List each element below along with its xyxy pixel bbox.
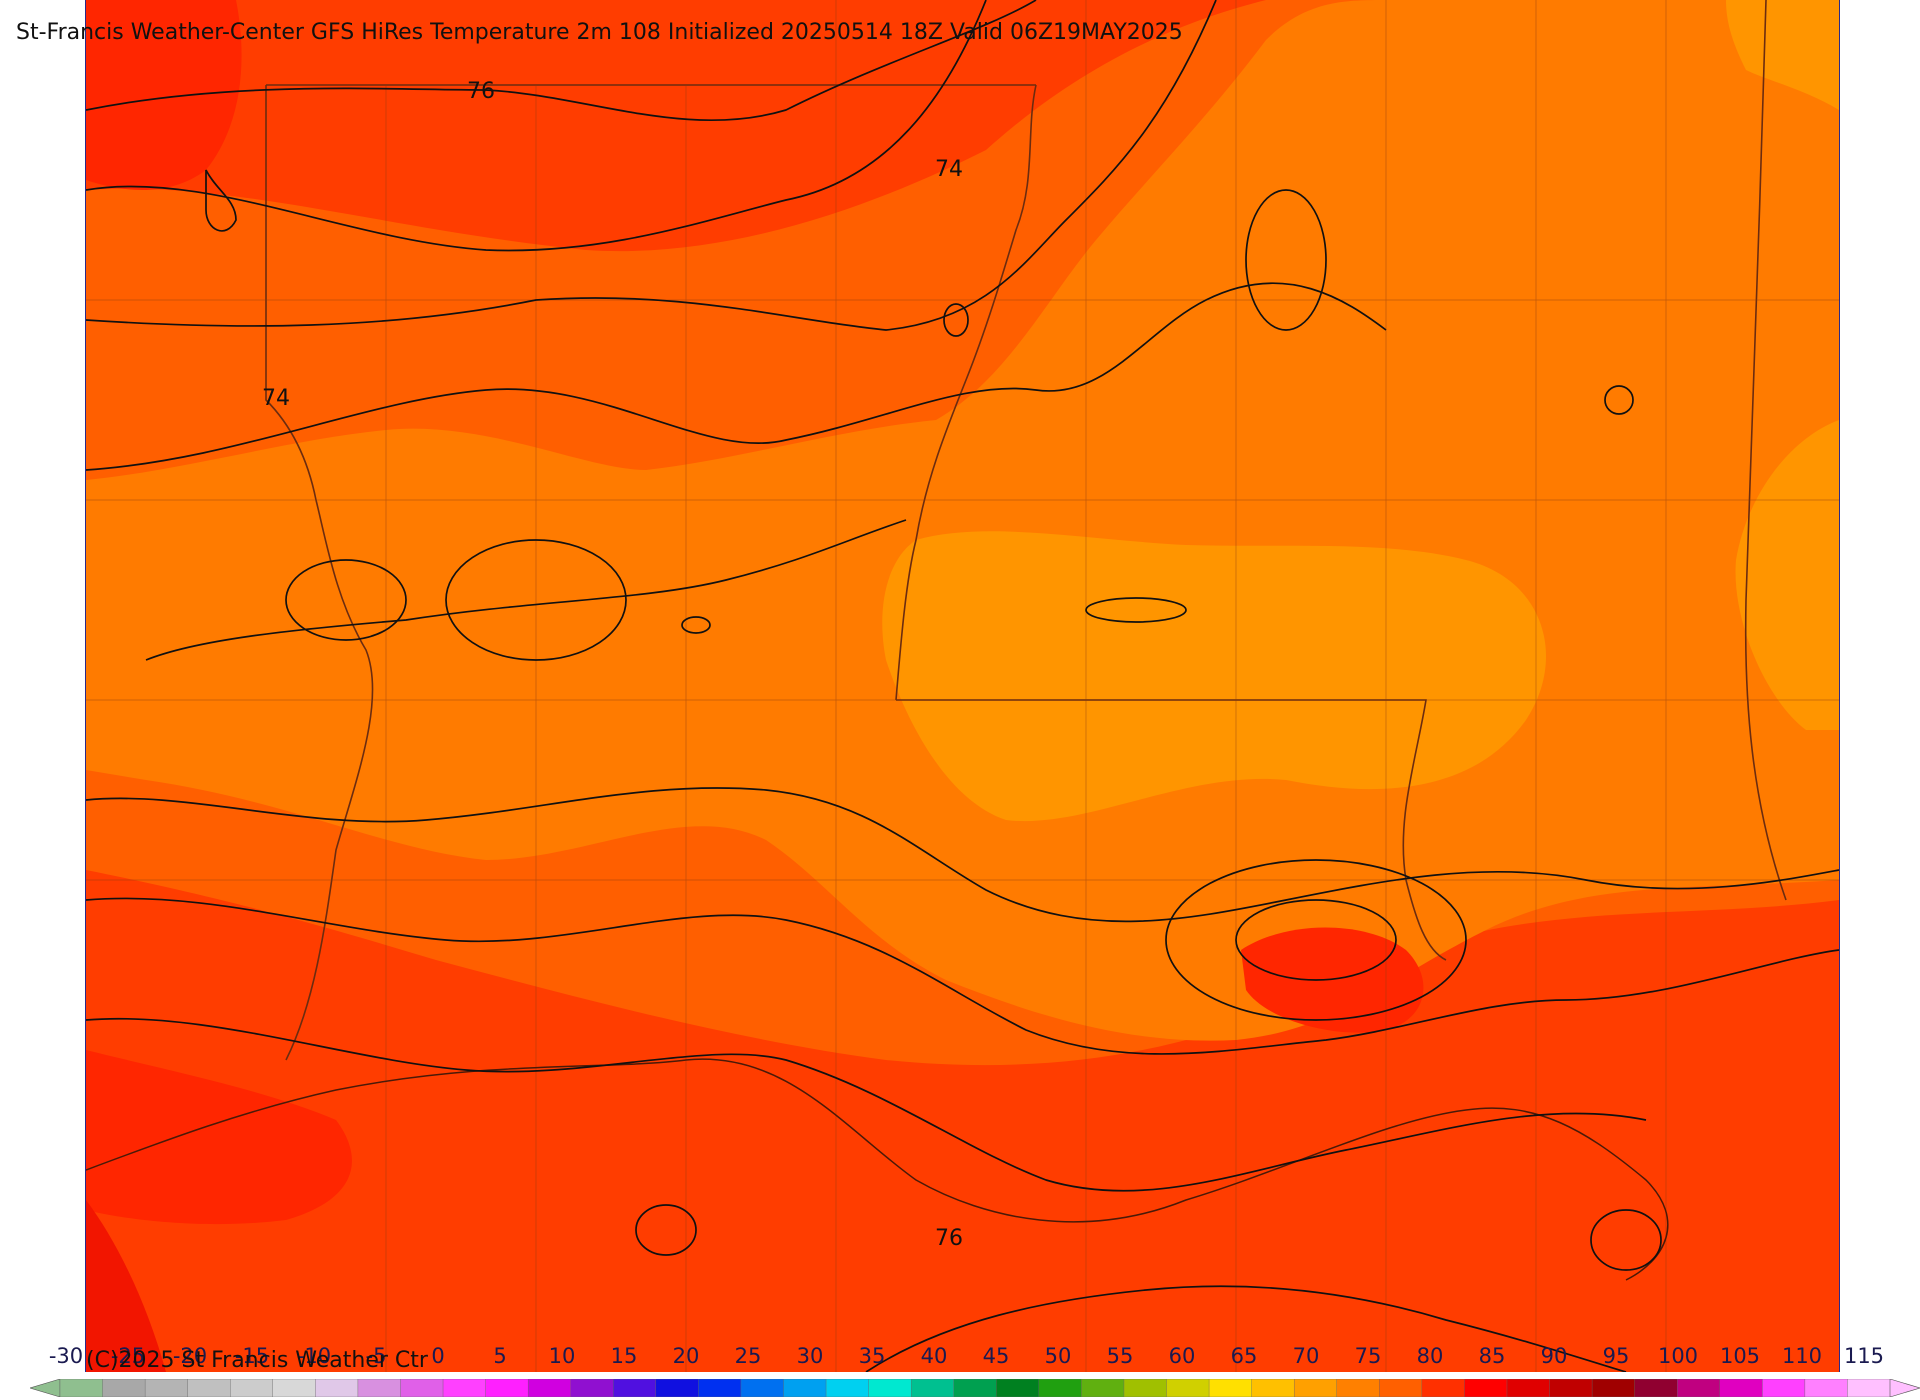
colorbar-swatch [1421,1379,1466,1397]
colorbar-swatch [400,1379,444,1397]
colorbar-tick-label: 0 [431,1344,445,1368]
colorbar-tick-label: -25 [110,1344,146,1368]
colorbar-tick-label: 20 [672,1344,700,1368]
colorbar-tick-label: 5 [493,1344,507,1368]
colorbar-swatch [910,1379,955,1397]
colorbar-swatch [783,1379,827,1397]
colorbar-tick-label: 80 [1416,1344,1444,1368]
colorbar-swatch [996,1379,1040,1397]
colorbar-tick-label: 75 [1354,1344,1382,1368]
colorbar-tick-label: -30 [48,1344,84,1368]
colorbar-swatch [655,1379,700,1397]
colorbar-swatch [825,1379,870,1397]
colorbar-tick-label: 50 [1044,1344,1072,1368]
colorbar-swatch [1677,1379,1721,1397]
contour-label-74-north: 74 [935,157,963,182]
colorbar-tick-label: 10 [548,1344,576,1368]
temperature-fill-interior-62 [882,531,1546,822]
colorbar-swatch [144,1379,189,1397]
colorbar-tick-label: 70 [1292,1344,1320,1368]
colorbar-swatch [1038,1379,1083,1397]
contour-label-76-north: 76 [467,79,495,104]
colorbar-swatch [1634,1379,1678,1397]
colorbar-tick-label: 65 [1230,1344,1258,1368]
colorbar-swatch [698,1379,742,1397]
colorbar-swatch [357,1379,402,1397]
colorbar-swatch [272,1379,317,1397]
colorbar-tick-label: 25 [734,1344,762,1368]
colorbar-tick-label: -15 [234,1344,270,1368]
colorbar-tick-label: 45 [982,1344,1010,1368]
temperature-fill-e-62 [1735,420,1839,730]
colorbar-swatch [1379,1379,1423,1397]
colorbar-tick-labels: -30 -25 -20 -15 -10 -5 0 5 10 15 20 25 30 35 40 45 50 55 6… [0,1344,1920,1374]
colorbar-tick-label: 55 [1106,1344,1134,1368]
colorbar-swatch [868,1379,912,1397]
colorbar-swatch [740,1379,785,1397]
colorbar-tick-label: -5 [365,1344,387,1368]
colorbar-swatch [1208,1379,1253,1397]
colorbar-swatch [442,1379,487,1397]
copyright-text: (C)2025 St Francis Weather Ctr [86,1348,428,1373]
colorbar-swatch [1166,1379,1210,1397]
colorbar-swatch [1804,1379,1849,1397]
colorbar-tick-label: 115 [1843,1344,1885,1368]
colorbar-swatch [230,1379,274,1397]
map-title: St-Francis Weather-Center GFS HiRes Temp… [16,20,1183,45]
contour-label-74-west: 74 [262,386,290,411]
state-boundaries [265,0,1787,1061]
colorbar-tick-label: 95 [1602,1344,1630,1368]
gulf-coastline [86,1058,1669,1281]
colorbar-swatch [102,1379,146,1397]
colorbar-swatch [1549,1379,1593,1397]
temperature-fill-west-coast-hot [86,1050,352,1225]
colorbar-swatch [315,1379,359,1397]
colorbar-tick-label: 110 [1781,1344,1823,1368]
colorbar-tick-label: 105 [1719,1344,1761,1368]
county-lines [86,0,1839,1372]
colorbar-swatch [1847,1379,1891,1397]
isotherm-contours [86,0,1839,1372]
colorbar-swatch [1506,1379,1551,1397]
colorbar-right-arrow [1889,1379,1920,1397]
colorbar-swatch [1081,1379,1125,1397]
colorbar-swatch [59,1379,104,1397]
colorbar-tick-label: 35 [858,1344,886,1368]
temperature-map: 76 74 74 76 [85,0,1840,1372]
colorbar-tick-label: 60 [1168,1344,1196,1368]
colorbar-swatch [953,1379,997,1397]
colorbar-swatch [1336,1379,1381,1397]
colorbar-tick-label: 15 [610,1344,638,1368]
colorbar-swatch [613,1379,657,1397]
colorbar-swatch [527,1379,572,1397]
colorbar-tick-label: 30 [796,1344,824,1368]
colorbar-swatch [1762,1379,1806,1397]
temperature-colorbar [30,1379,1920,1397]
colorbar-swatch [1719,1379,1764,1397]
temperature-fill-ne-62 [1726,0,1839,110]
colorbar-tick-label: -20 [172,1344,208,1368]
temperature-fill-nw-hot [86,0,242,190]
colorbar-swatch [485,1379,529,1397]
colorbar-tick-label: 40 [920,1344,948,1368]
colorbar-swatch [1123,1379,1168,1397]
colorbar-swatch [187,1379,231,1397]
colorbar-swatch [1293,1379,1338,1397]
colorbar-swatch [1591,1379,1636,1397]
colorbar-tick-label: 100 [1657,1344,1699,1368]
colorbar-tick-label: 85 [1478,1344,1506,1368]
colorbar-swatch [1251,1379,1295,1397]
colorbar-swatch [570,1379,614,1397]
temperature-fill-sw-hot [86,1200,166,1372]
colorbar-left-arrow [30,1379,61,1397]
contour-label-76-south: 76 [935,1226,963,1251]
colorbar-swatch [1464,1379,1508,1397]
colorbar-tick-label: 90 [1540,1344,1568,1368]
colorbar-tick-label: -10 [296,1344,332,1368]
